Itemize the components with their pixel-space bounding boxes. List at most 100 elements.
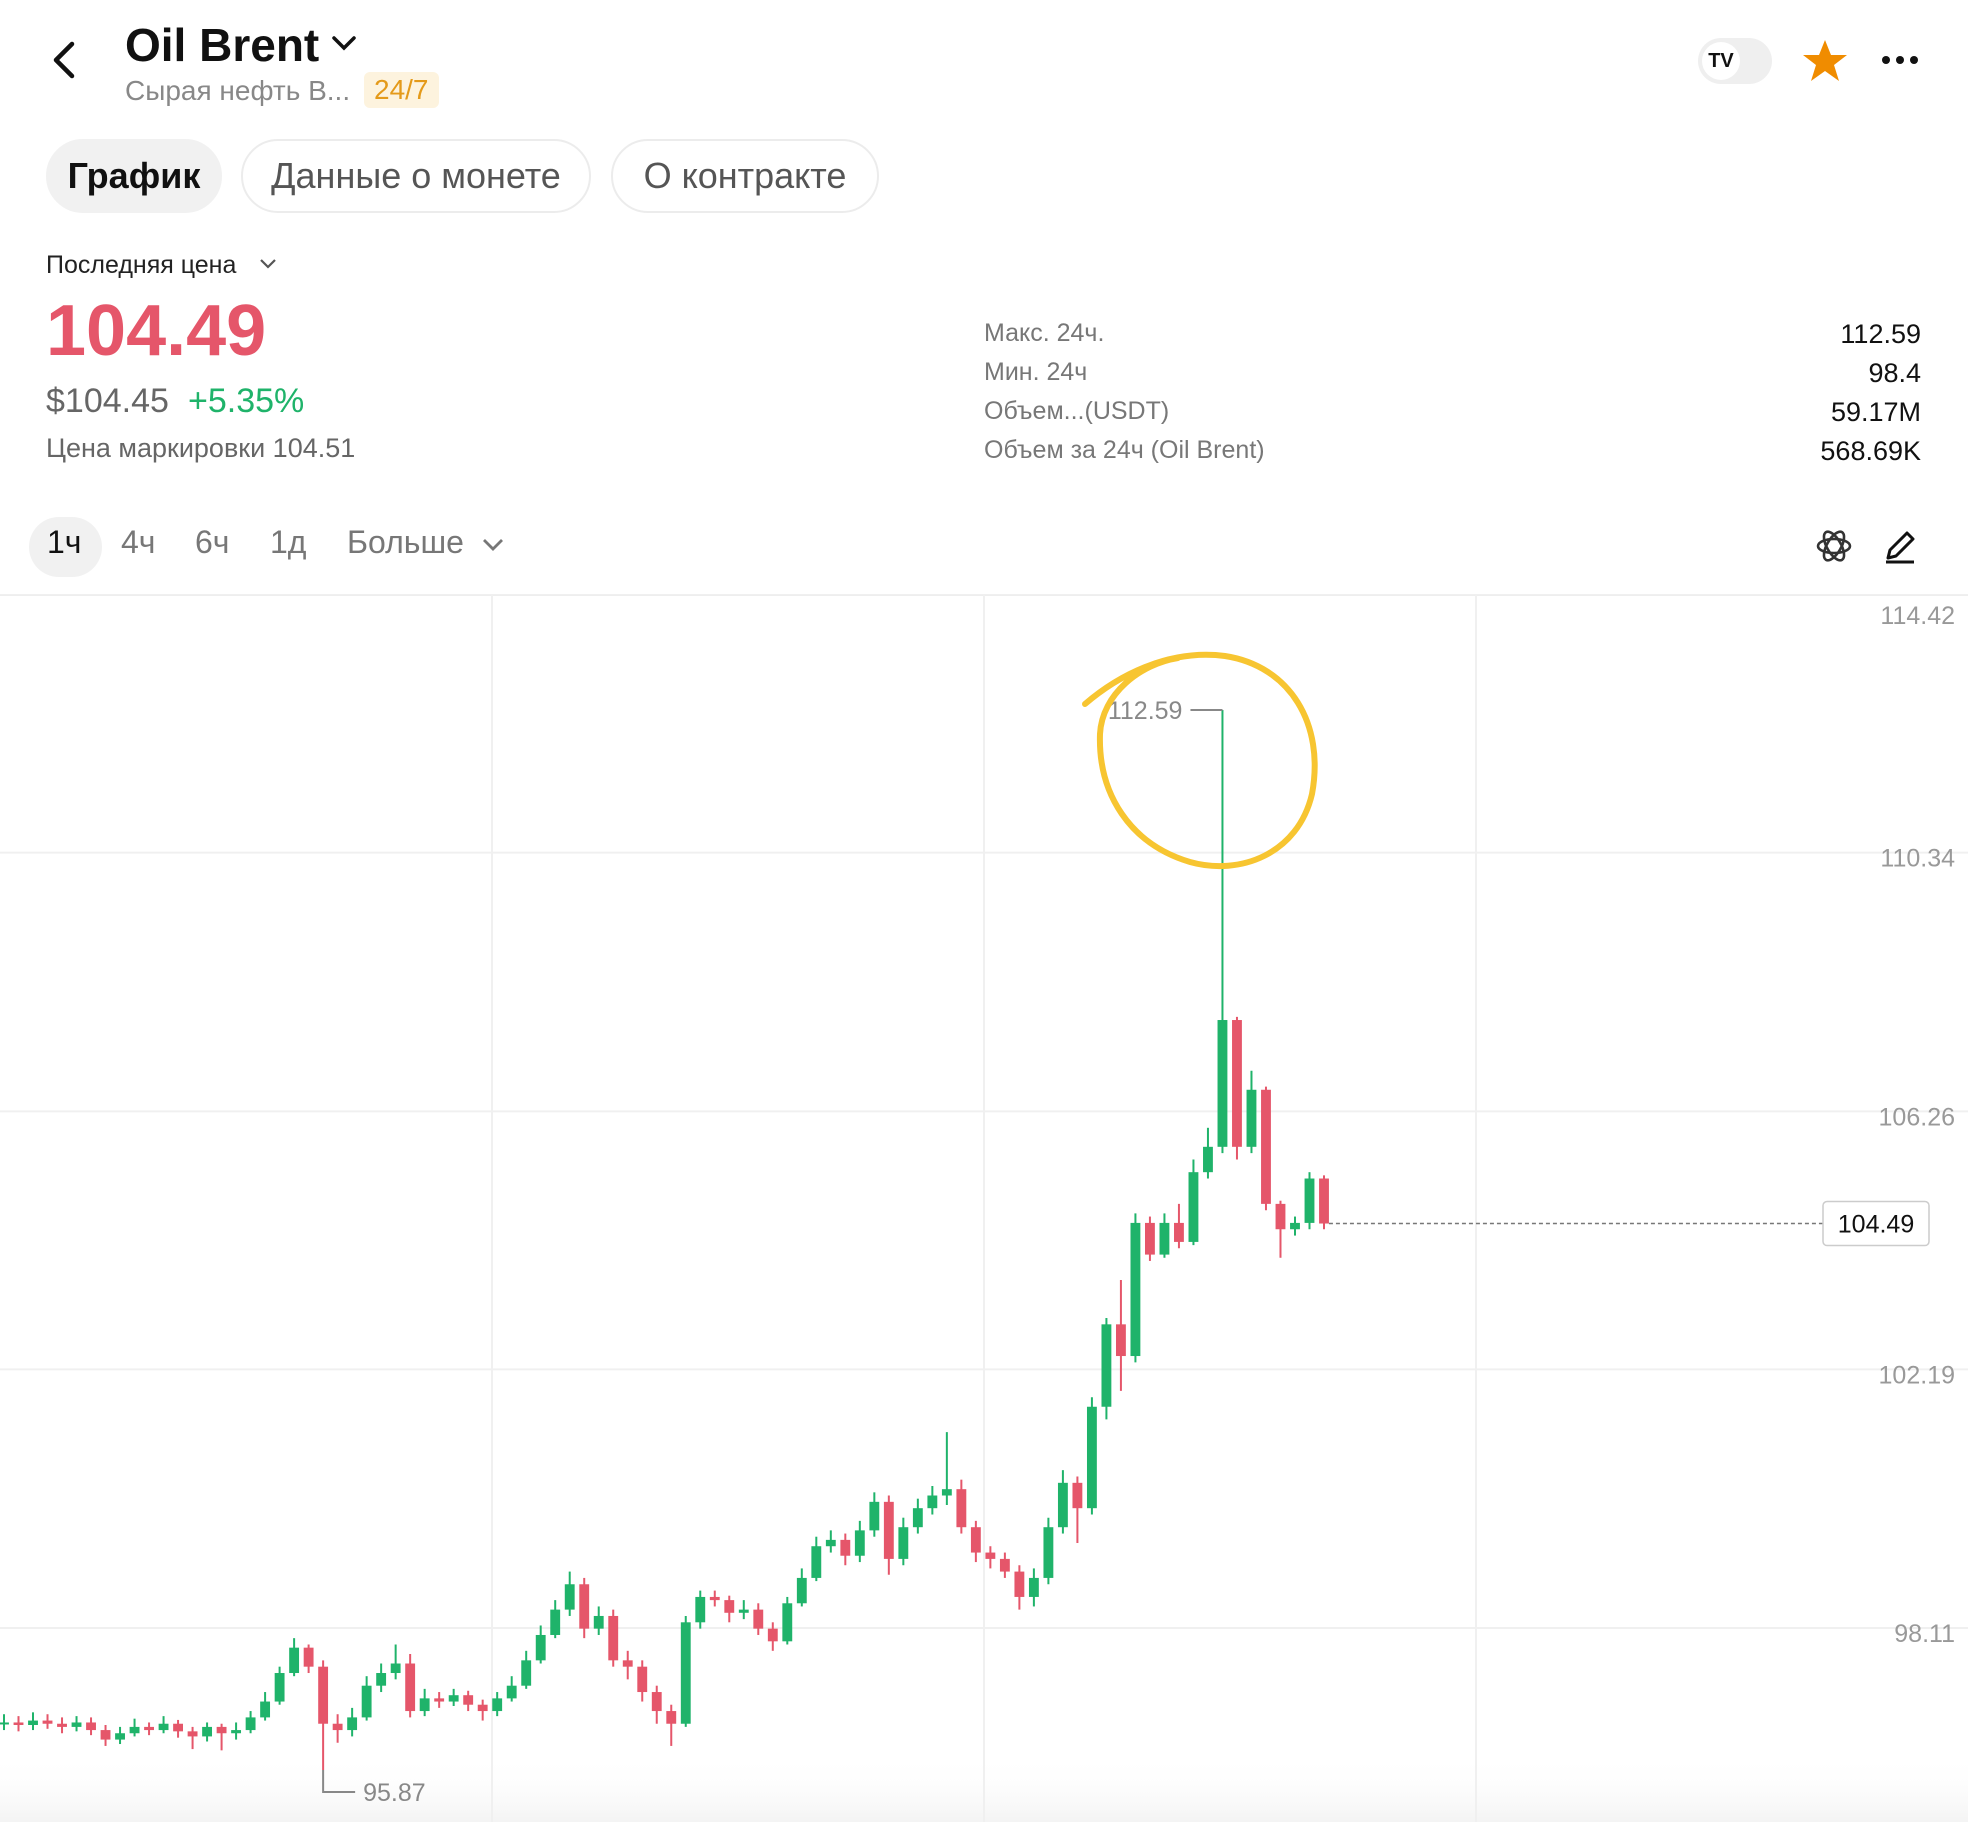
title-dropdown[interactable] [330,32,358,54]
candle-body [608,1615,619,1661]
stat-value: 98.4 [1868,358,1921,388]
candle-body [463,1695,474,1705]
stat-value: 112.59 [1840,319,1921,349]
candle-body [361,1685,372,1718]
candle-body [1174,1222,1184,1242]
candle-body [173,1723,183,1732]
candle-body [840,1539,851,1556]
candle-body [1246,1089,1257,1147]
tab[interactable]: Данные о монете [241,139,591,213]
candle-body [1014,1571,1025,1597]
candle-body [1130,1222,1141,1357]
candle-body [1086,1406,1097,1509]
candle-body [492,1698,503,1712]
candle-body [883,1501,894,1559]
candle-body [1028,1577,1039,1597]
y-tick-label: 98.11 [1894,1620,1955,1648]
mark-price: Цена маркировки 104.51 [46,433,356,463]
back-button[interactable] [48,38,82,82]
candle-body [1159,1222,1170,1255]
candle-body [912,1508,923,1528]
more-menu[interactable] [1880,52,1920,68]
candle-body [1319,1178,1329,1224]
candle-body [521,1660,532,1686]
stat-label: Макс. 24ч. [984,319,1105,347]
candle-body [724,1600,735,1613]
candle-body [1217,1020,1228,1147]
candle-body [927,1495,938,1509]
candle-body [129,1726,140,1734]
timeframe[interactable]: Больше [347,524,464,560]
candle-body [1115,1324,1126,1357]
candle-body [796,1577,807,1604]
stat-value: 59.17M [1830,397,1921,427]
candle-body [651,1692,662,1712]
more-dropdown[interactable] [480,535,506,555]
indicators-icon[interactable] [1814,526,1854,566]
candle-body [1304,1178,1315,1223]
candle-body [245,1717,256,1731]
candle-body [1275,1203,1286,1230]
candle-body [1232,1020,1242,1147]
high-annotation: 112.59 [1108,697,1183,725]
candle-body [1145,1222,1155,1255]
usd-price: $104.45 [46,382,169,420]
timeframe[interactable]: 4ч [121,524,156,560]
candle-body [187,1731,198,1737]
candle-body [579,1584,590,1629]
y-tick-label: 110.34 [1880,845,1955,873]
candle-body [216,1726,227,1734]
candle-body [434,1698,445,1702]
price-type-dropdown[interactable] [258,256,278,272]
instrument-title[interactable]: Oil Brent [125,19,320,71]
timeframe[interactable]: 1д [270,524,307,560]
price-type-label[interactable]: Последняя цена [46,251,237,279]
candle-body [332,1723,343,1731]
candle-body [985,1552,996,1559]
candle-body [506,1685,517,1699]
tab[interactable]: О контракте [611,139,879,213]
candle-body [637,1666,648,1693]
candle-body [811,1546,822,1578]
stat-value: 568.69K [1820,436,1921,466]
candle-body [274,1673,285,1702]
candle-body [289,1647,300,1674]
timeframe[interactable]: 1ч [47,524,82,560]
candle-body [405,1663,416,1712]
last-price: 104.49 [46,291,267,371]
y-tick-label: 106.26 [1879,1103,1955,1131]
candle-body [564,1584,575,1610]
draw-icon[interactable] [1880,526,1920,566]
candlestick-chart: 114.42 110.34 106.26 102.19 98.11 112.59 95.87… [0,594,1968,1822]
candle-body [158,1723,169,1731]
candle-body [898,1527,909,1559]
favorite-star[interactable] [1802,38,1848,84]
candle-body [347,1717,358,1731]
candle-body [419,1698,430,1712]
timeframe[interactable]: 6ч [195,524,230,560]
candle-body [753,1609,764,1629]
tab[interactable]: График [46,139,222,213]
last-price-label: 104.49 [1838,1211,1914,1239]
candle-body [1261,1089,1271,1204]
timeframe-active-bg [29,517,102,577]
stat-label: Мин. 24ч [984,358,1088,386]
candle-body [71,1722,82,1727]
candle-body [593,1615,604,1629]
stat-label: Объем за 24ч (Oil Brent) [984,436,1265,464]
y-tick-label: 114.42 [1880,602,1955,630]
candle-body [115,1733,125,1740]
low-annotation: 95.87 [363,1779,426,1807]
candle-body [550,1609,561,1635]
candle-body [318,1666,329,1724]
candle-body [869,1501,880,1531]
y-tick-label: 102.19 [1879,1361,1955,1389]
candle-body [1203,1146,1213,1173]
instrument-subtitle: Сырая нефть В... [125,75,351,106]
candle-body [695,1596,706,1623]
tradingview-toggle[interactable]: TV [1698,38,1772,84]
tradingview-logo: TV [1702,42,1740,80]
candle-body [448,1695,459,1702]
trading-badge: 24/7 [364,72,439,108]
